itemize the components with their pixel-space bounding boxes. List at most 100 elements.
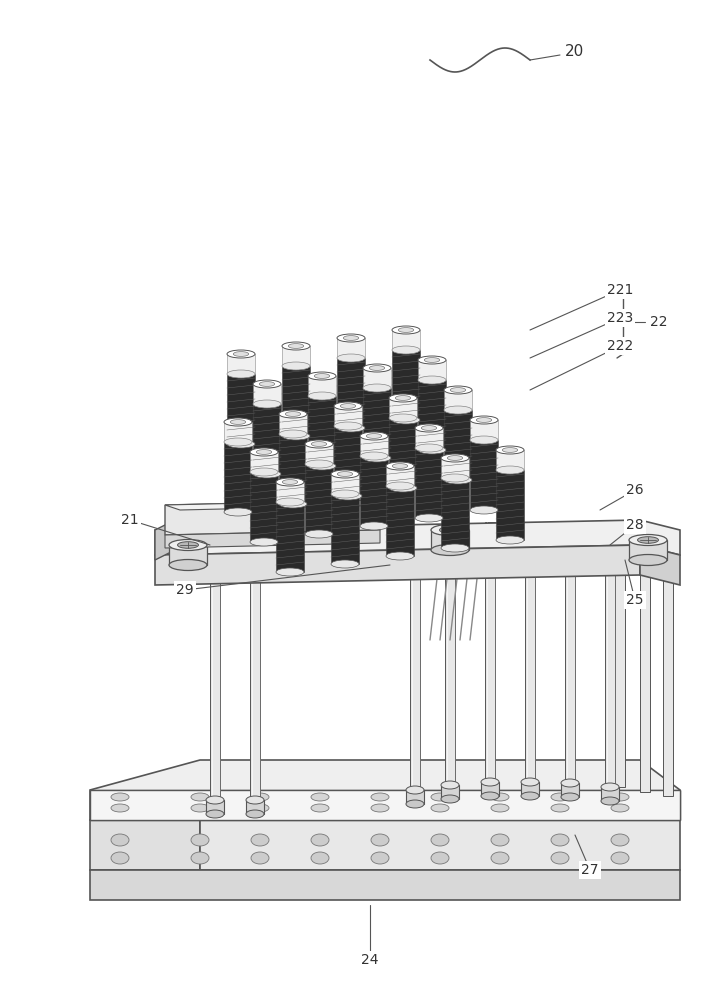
- Polygon shape: [282, 366, 310, 436]
- Polygon shape: [415, 448, 443, 518]
- Ellipse shape: [496, 446, 524, 454]
- Ellipse shape: [363, 454, 391, 462]
- Ellipse shape: [224, 418, 252, 426]
- Ellipse shape: [611, 793, 629, 801]
- Ellipse shape: [230, 420, 245, 424]
- Polygon shape: [90, 820, 200, 870]
- Ellipse shape: [441, 454, 469, 462]
- Ellipse shape: [496, 536, 524, 544]
- Text: 21: 21: [121, 513, 139, 527]
- Ellipse shape: [334, 422, 362, 430]
- Ellipse shape: [367, 434, 382, 438]
- Ellipse shape: [491, 834, 509, 846]
- Polygon shape: [250, 533, 260, 800]
- Ellipse shape: [251, 804, 269, 812]
- Ellipse shape: [444, 406, 472, 414]
- Polygon shape: [282, 346, 310, 366]
- Ellipse shape: [334, 492, 362, 500]
- Polygon shape: [165, 530, 380, 548]
- Ellipse shape: [611, 804, 629, 812]
- Polygon shape: [444, 410, 472, 480]
- Polygon shape: [224, 442, 252, 512]
- Ellipse shape: [276, 568, 304, 576]
- Polygon shape: [90, 790, 680, 820]
- Ellipse shape: [311, 852, 329, 864]
- Polygon shape: [210, 530, 220, 800]
- Ellipse shape: [360, 522, 388, 530]
- Polygon shape: [386, 486, 414, 556]
- Ellipse shape: [288, 344, 303, 348]
- Polygon shape: [386, 466, 414, 486]
- Ellipse shape: [551, 804, 569, 812]
- Ellipse shape: [224, 438, 252, 446]
- Ellipse shape: [251, 793, 269, 801]
- Ellipse shape: [551, 834, 569, 846]
- Ellipse shape: [371, 852, 389, 864]
- Polygon shape: [561, 783, 579, 797]
- Ellipse shape: [253, 400, 281, 408]
- Ellipse shape: [389, 394, 417, 402]
- Ellipse shape: [431, 524, 469, 536]
- Ellipse shape: [191, 852, 209, 864]
- Ellipse shape: [521, 792, 539, 800]
- Polygon shape: [389, 398, 417, 418]
- Ellipse shape: [441, 795, 459, 803]
- Ellipse shape: [447, 456, 462, 460]
- Ellipse shape: [282, 480, 298, 484]
- Ellipse shape: [305, 460, 333, 468]
- Polygon shape: [406, 790, 424, 804]
- Polygon shape: [334, 426, 362, 496]
- Ellipse shape: [491, 804, 509, 812]
- Polygon shape: [305, 464, 333, 534]
- Polygon shape: [605, 525, 615, 787]
- Text: 29: 29: [176, 583, 194, 597]
- Text: 223: 223: [607, 311, 633, 325]
- Text: 24: 24: [362, 953, 379, 967]
- Ellipse shape: [111, 852, 129, 864]
- Ellipse shape: [601, 783, 619, 791]
- Ellipse shape: [421, 426, 437, 430]
- Ellipse shape: [282, 342, 310, 350]
- Ellipse shape: [424, 358, 440, 362]
- Ellipse shape: [481, 778, 499, 786]
- Polygon shape: [337, 338, 365, 358]
- Ellipse shape: [279, 410, 307, 418]
- Ellipse shape: [331, 470, 359, 478]
- Ellipse shape: [169, 540, 207, 550]
- Ellipse shape: [431, 834, 449, 846]
- Ellipse shape: [386, 552, 414, 560]
- Polygon shape: [337, 358, 365, 428]
- Polygon shape: [250, 472, 278, 542]
- Polygon shape: [441, 478, 469, 548]
- Ellipse shape: [470, 506, 498, 514]
- Ellipse shape: [551, 852, 569, 864]
- Ellipse shape: [251, 852, 269, 864]
- Polygon shape: [392, 330, 420, 350]
- Ellipse shape: [418, 356, 446, 364]
- Polygon shape: [165, 500, 380, 535]
- Ellipse shape: [418, 446, 446, 454]
- Ellipse shape: [334, 402, 362, 410]
- Ellipse shape: [282, 432, 310, 440]
- Ellipse shape: [340, 404, 356, 408]
- Polygon shape: [663, 532, 673, 796]
- Ellipse shape: [206, 810, 224, 818]
- Ellipse shape: [360, 432, 388, 440]
- Ellipse shape: [431, 544, 469, 556]
- Ellipse shape: [337, 334, 365, 342]
- Ellipse shape: [371, 804, 389, 812]
- Polygon shape: [470, 420, 498, 440]
- Ellipse shape: [386, 462, 414, 470]
- Ellipse shape: [389, 414, 417, 422]
- Polygon shape: [308, 376, 336, 396]
- Ellipse shape: [406, 786, 424, 794]
- Ellipse shape: [206, 796, 224, 804]
- Ellipse shape: [253, 470, 281, 478]
- Ellipse shape: [305, 530, 333, 538]
- Ellipse shape: [395, 396, 411, 400]
- Ellipse shape: [251, 834, 269, 846]
- Polygon shape: [629, 540, 667, 560]
- Polygon shape: [334, 406, 362, 426]
- Polygon shape: [279, 434, 307, 504]
- Ellipse shape: [431, 804, 449, 812]
